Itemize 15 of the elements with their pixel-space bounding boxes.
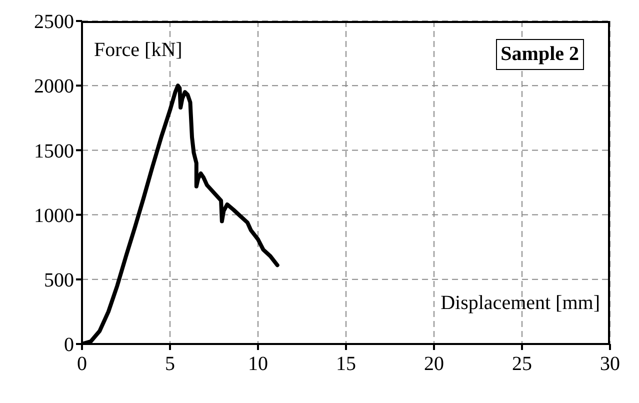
y-tick-label: 1500 [34,140,74,162]
y-axis-title: Force [kN] [94,39,182,62]
x-tick-label: 25 [512,353,532,376]
x-tick-label: 20 [424,353,444,376]
y-tick-label: 0 [64,334,74,356]
text: Sample 2 [496,39,584,70]
x-axis-title: Displacement [mm] [440,292,600,315]
x-tick-label: 10 [248,353,268,376]
y-tick-label: 2500 [34,11,74,34]
x-tick-label: 5 [165,353,175,376]
y-tick-label: 2000 [34,76,74,98]
x-tick-label: 15 [336,353,356,376]
y-tick-label: 500 [44,270,74,292]
x-tick-label: 30 [600,353,620,376]
y-tick-label: 1000 [34,204,74,227]
